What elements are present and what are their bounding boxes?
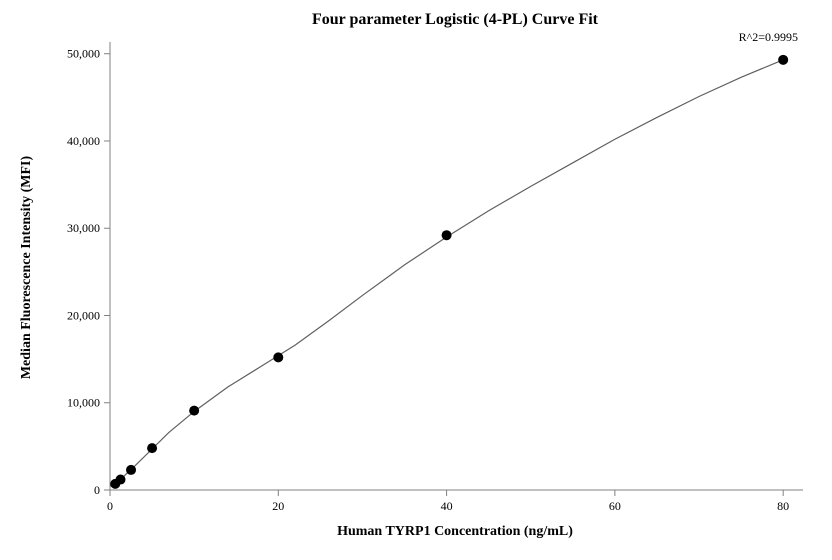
- data-point: [442, 230, 452, 240]
- x-axis-label: Human TYRP1 Concentration (ng/mL): [337, 524, 573, 539]
- x-tick-label: 40: [441, 499, 453, 513]
- y-tick-label: 20,000: [67, 308, 100, 322]
- data-point: [147, 443, 157, 453]
- y-tick-label: 30,000: [67, 221, 100, 235]
- data-point: [116, 475, 126, 485]
- data-point: [126, 465, 136, 475]
- y-tick-label: 40,000: [67, 134, 100, 148]
- data-point: [273, 352, 283, 362]
- r-squared-annotation: R^2=0.9995: [739, 30, 798, 44]
- y-tick-label: 10,000: [67, 396, 100, 410]
- x-tick-label: 0: [107, 499, 113, 513]
- data-point: [189, 406, 199, 416]
- x-tick-label: 20: [272, 499, 284, 513]
- chart-title: Four parameter Logistic (4-PL) Curve Fit: [312, 11, 599, 28]
- chart-svg: 0 10,000 20,000 30,000 40,000 50,000 0 20 40 60 80…: [0, 0, 832, 560]
- data-point: [778, 55, 788, 65]
- x-tick-label: 60: [609, 499, 621, 513]
- x-tick-label: 80: [777, 499, 789, 513]
- chart-container: 0 10,000 20,000 30,000 40,000 50,000 0 20 40 60 80…: [0, 0, 832, 560]
- y-axis-label: Median Fluorescence Intensity (MFI): [19, 156, 34, 380]
- y-tick-label: 50,000: [67, 47, 100, 61]
- y-tick-label: 0: [94, 483, 100, 497]
